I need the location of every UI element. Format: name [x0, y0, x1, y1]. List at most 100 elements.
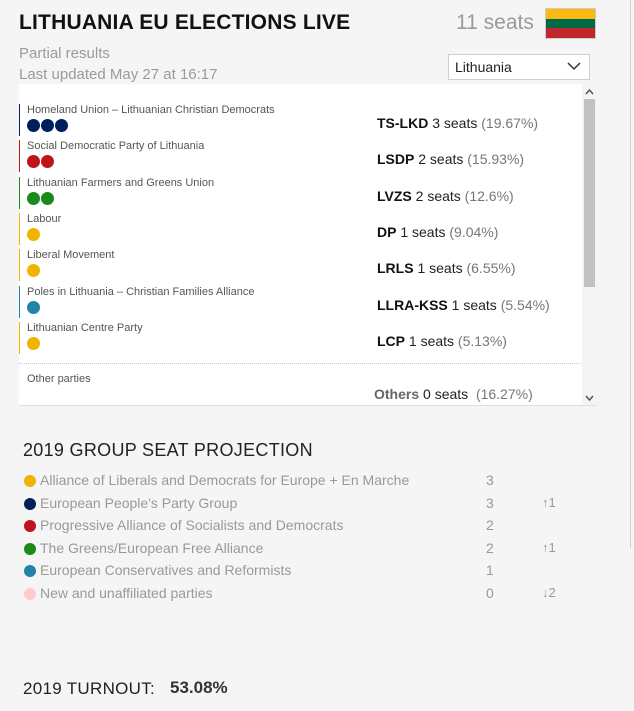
- party-seats: 3 seats: [432, 115, 478, 131]
- group-seats: 2: [486, 539, 494, 556]
- party-color-bar: [19, 285, 20, 318]
- party-abbr: DP: [377, 223, 397, 240]
- group-color-dot: [24, 565, 36, 578]
- party-seats: 0 seats: [423, 386, 469, 402]
- seat-dot: [27, 300, 40, 314]
- last-updated: Last updated May 27 at 16:17: [19, 66, 218, 83]
- group-name: New and unaffiliated parties: [40, 585, 213, 601]
- party-seats: 1 seats: [417, 260, 463, 277]
- seat-dot: [41, 119, 54, 132]
- party-seats: 1 seats: [408, 332, 455, 349]
- party-result: TS-LKD 3 seats (19.67%): [377, 115, 538, 131]
- party-result: LRLS 1 seats (6.55%): [377, 260, 516, 276]
- chevron-down-icon: [567, 62, 581, 71]
- party-seats: 2 seats: [418, 151, 464, 168]
- group-name: The Greens/European Free Alliance: [40, 539, 264, 556]
- seat-dot: [41, 155, 54, 169]
- party-color-bar: [19, 176, 20, 209]
- group-seat-change: ↓2: [542, 585, 556, 600]
- other-parties-row: Other parties Others 0 seats (16.27%): [19, 363, 581, 405]
- seat-dots: [27, 300, 40, 314]
- seat-dot: [27, 155, 40, 169]
- group-seat-change: ↑1: [542, 494, 556, 510]
- turnout-value: 53.08%: [170, 678, 228, 697]
- scroll-up-icon[interactable]: [585, 88, 594, 95]
- page-edge-divider: [630, 0, 631, 548]
- party-row: Labour DP 1 seats (9.04%): [19, 212, 581, 245]
- party-pct: (5.54%): [500, 296, 550, 313]
- party-result: LLRA-KSS 1 seats (5.54%): [377, 297, 550, 313]
- party-row: Poles in Lithuania – Christian Families …: [19, 285, 581, 318]
- party-abbr: LRLS: [377, 260, 414, 277]
- seat-dots: [27, 155, 54, 169]
- group-row: Alliance of Liberals and Democrats for E…: [24, 472, 584, 492]
- party-pct: (9.04%): [449, 223, 499, 240]
- group-row: Progressive Alliance of Socialists and D…: [24, 517, 584, 537]
- party-abbr: LCP: [377, 332, 405, 349]
- seat-dots: [27, 336, 40, 350]
- group-name: Progressive Alliance of Socialists and D…: [40, 517, 344, 534]
- group-row: European People's Party Group 3 ↑1: [24, 495, 584, 515]
- party-result: DP 1 seats (9.04%): [377, 224, 498, 240]
- group-seats: 3: [486, 472, 494, 488]
- group-seats: 2: [486, 517, 494, 534]
- group-seats: 0: [486, 585, 494, 601]
- seat-dot: [27, 119, 40, 132]
- party-abbr: LSDP: [377, 151, 415, 168]
- group-row: New and unaffiliated parties 0 ↓2: [24, 585, 584, 605]
- party-pct: (12.6%): [464, 187, 514, 204]
- turnout-label: 2019 TURNOUT:: [23, 679, 156, 698]
- party-result: LVZS 2 seats (12.6%): [377, 188, 514, 204]
- group-color-dot: [24, 542, 36, 555]
- seat-dots: [27, 227, 40, 241]
- party-name: Other parties: [27, 373, 91, 385]
- party-result: LCP 1 seats (5.13%): [377, 333, 507, 349]
- group-row: The Greens/European Free Alliance 2 ↑1: [24, 540, 584, 560]
- flag-stripe-middle: [546, 18, 595, 29]
- party-name: Homeland Union – Lithuanian Christian De…: [27, 104, 275, 116]
- seat-dot: [27, 227, 40, 241]
- party-row: Homeland Union – Lithuanian Christian De…: [19, 104, 581, 136]
- party-color-bar: [19, 249, 20, 282]
- party-row: Lithuanian Centre Party LCP 1 seats (5.13…: [19, 321, 581, 354]
- party-row: Social Democratic Party of Lithuania LSDP…: [19, 140, 581, 173]
- party-name: Poles in Lithuania – Christian Families …: [27, 285, 255, 298]
- group-name: European Conservatives and Reformists: [40, 562, 292, 579]
- party-pct: (15.93%): [467, 151, 525, 168]
- party-pct: (16.27%): [475, 386, 533, 402]
- seat-dot: [27, 264, 40, 278]
- party-pct: (5.13%): [457, 332, 507, 349]
- results-scrollbar[interactable]: [582, 84, 597, 405]
- party-result: LSDP 2 seats (15.93%): [377, 151, 524, 167]
- scroll-down-icon[interactable]: [585, 395, 594, 402]
- party-color-bar: [19, 212, 20, 245]
- group-color-dot: [24, 588, 36, 600]
- party-color-bar: [19, 321, 20, 354]
- seat-dots: [27, 191, 54, 205]
- party-seats: 1 seats: [451, 296, 497, 313]
- seat-dots: [27, 119, 68, 132]
- party-abbr: LVZS: [377, 187, 412, 204]
- party-color-bar: [19, 104, 20, 136]
- page-title: LITHUANIA EU ELECTIONS LIVE: [19, 11, 351, 34]
- group-seats: 3: [486, 494, 494, 511]
- projection-title: 2019 GROUP SEAT PROJECTION: [23, 440, 313, 460]
- party-name: Lithuanian Centre Party: [27, 321, 143, 334]
- group-seats: 1: [486, 562, 494, 579]
- party-seats: 2 seats: [415, 187, 461, 204]
- country-select[interactable]: Lithuania: [448, 54, 590, 80]
- country-select-value: Lithuania: [455, 59, 512, 75]
- party-pct: (6.55%): [466, 260, 516, 277]
- party-name: Lithuanian Farmers and Greens Union: [27, 176, 215, 189]
- party-name: Liberal Movement: [27, 249, 115, 262]
- results-status: Partial results: [19, 45, 110, 62]
- party-row: Lithuanian Farmers and Greens Union LVZS …: [19, 176, 581, 209]
- party-seats: 1 seats: [400, 223, 446, 240]
- flag-stripe-bottom: [546, 28, 595, 39]
- group-color-dot: [24, 497, 36, 510]
- scrollbar-thumb[interactable]: [584, 99, 595, 287]
- group-name: European People's Party Group: [40, 494, 238, 511]
- group-color-dot: [24, 475, 36, 487]
- party-result: Others 0 seats (16.27%): [374, 386, 533, 402]
- flag-stripe-top: [546, 9, 595, 19]
